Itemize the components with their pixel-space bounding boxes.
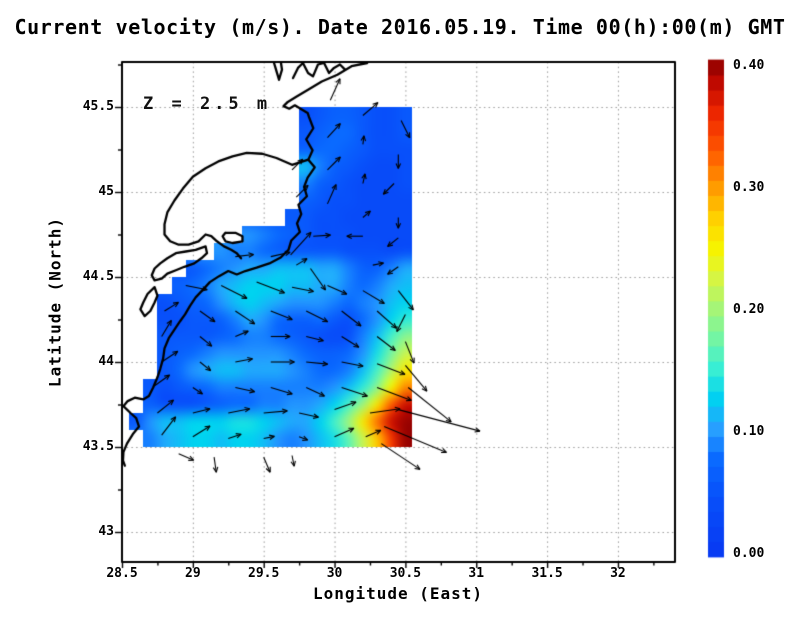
x-tick-label: 29.5 (248, 566, 280, 581)
colorbar-tick-label: 0.00 (733, 546, 765, 561)
plot-title: Current velocity (m/s). Date 2016.05.19.… (14, 15, 786, 39)
x-tick-label: 31.5 (531, 566, 563, 581)
x-tick-label: 29 (185, 566, 201, 581)
y-axis-label: Latitude (North) (45, 216, 65, 388)
colorbar-tick-label: 0.20 (733, 302, 765, 317)
y-tick-label: 44.5 (82, 269, 114, 284)
y-tick-label: 44 (98, 354, 114, 369)
x-tick-label: 30.5 (389, 566, 422, 581)
y-tick-label: 43.5 (82, 439, 114, 454)
x-tick-label: 32 (610, 566, 626, 581)
x-tick-label: 30 (326, 566, 343, 581)
depth-annotation: Z = 2.5 m (143, 94, 272, 114)
y-tick-label: 45 (98, 184, 114, 199)
y-tick-label: 45.5 (82, 99, 114, 114)
x-axis-label: Longitude (East) (312, 584, 484, 603)
x-tick-label: 31 (468, 566, 485, 581)
colorbar-tick-label: 0.10 (733, 424, 765, 439)
colorbar-tick-label: 0.30 (733, 180, 765, 195)
colorbar-tick-label: 0.40 (733, 58, 765, 73)
y-tick-label: 43 (98, 524, 114, 539)
x-tick-label: 28.5 (106, 566, 138, 581)
